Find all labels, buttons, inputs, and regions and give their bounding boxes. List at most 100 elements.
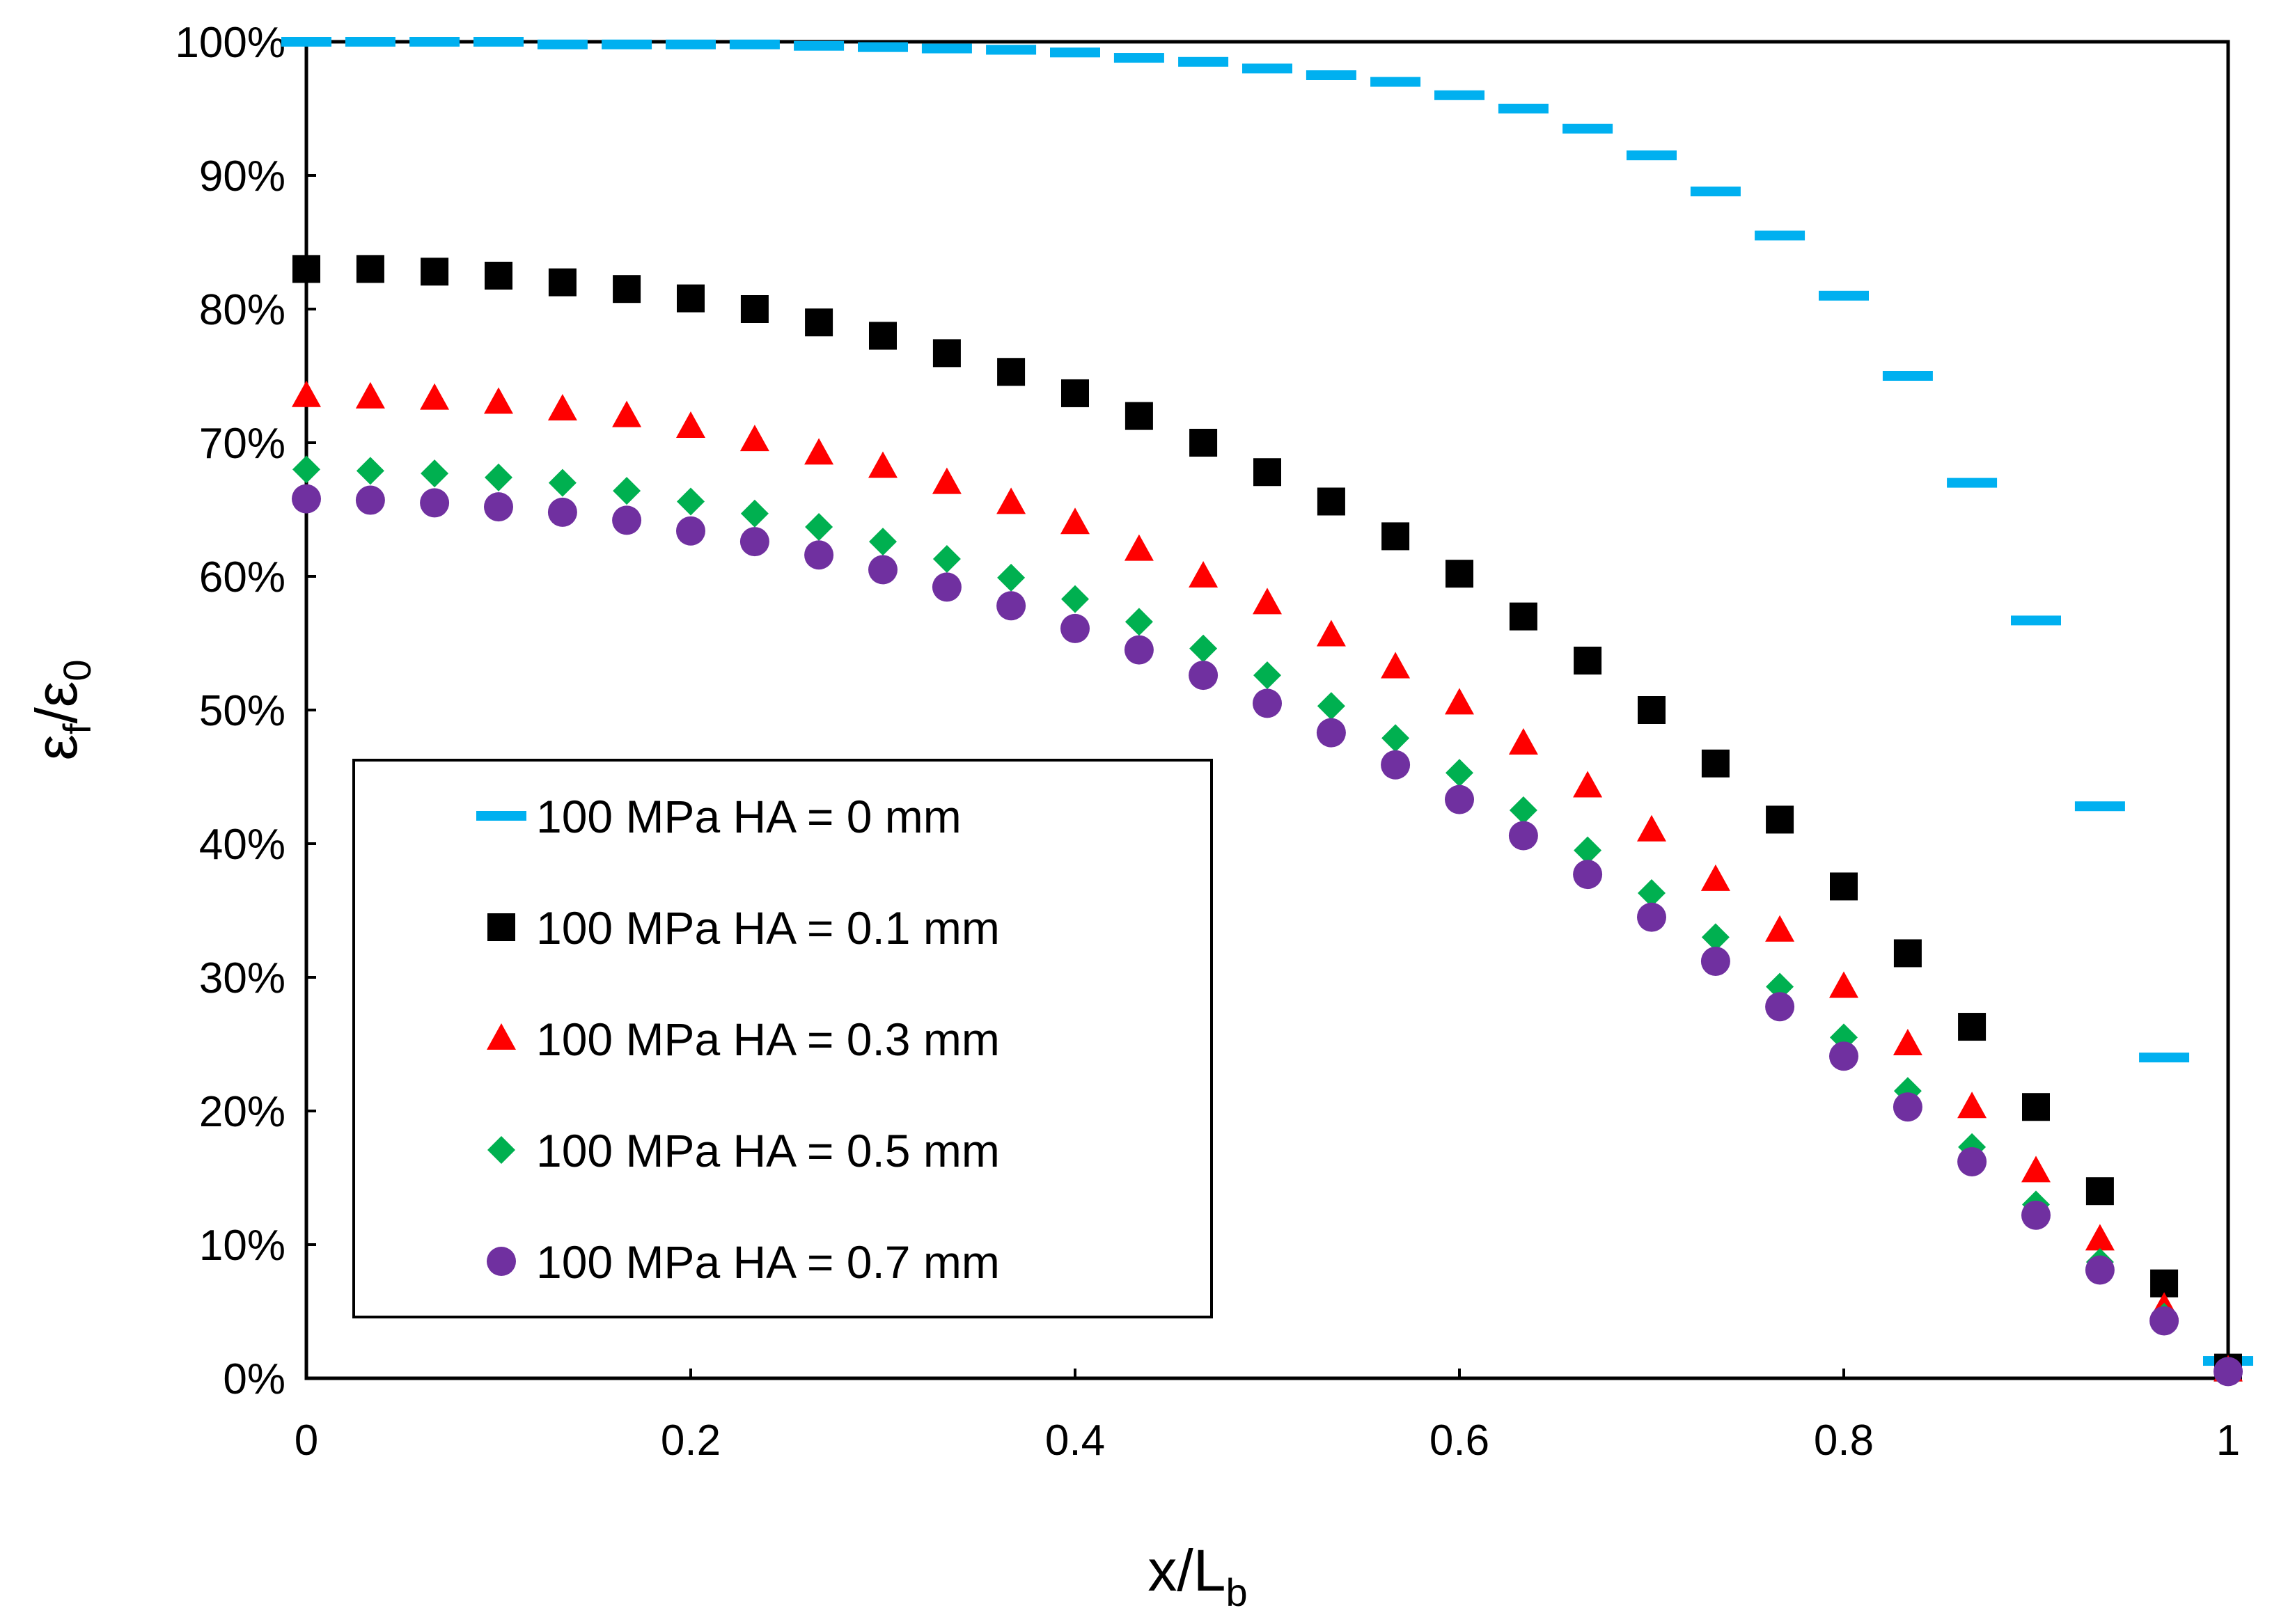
data-point: [1701, 749, 1730, 778]
data-point: [2011, 615, 2061, 626]
data-point: [1446, 560, 1473, 588]
data-point: [1253, 588, 1282, 615]
data-point: [1381, 652, 1411, 679]
data-point: [986, 45, 1037, 55]
data-point: [739, 425, 769, 452]
data-point: [805, 512, 833, 541]
y-tick-label: 40%: [199, 821, 285, 869]
data-point: [1316, 620, 1346, 647]
data-point: [1893, 1092, 1922, 1122]
data-point: [2021, 1156, 2051, 1183]
data-point: [484, 492, 513, 522]
series-layer: [281, 37, 2253, 1387]
data-point: [409, 37, 460, 47]
x-tick-label: 0.6: [1429, 1417, 1489, 1465]
x-tick-label: 0.4: [1045, 1417, 1105, 1465]
data-point: [2085, 1224, 2115, 1251]
data-point: [1316, 718, 1346, 748]
x-tick-label: 0.8: [1814, 1417, 1874, 1465]
data-point: [613, 275, 641, 303]
data-point: [921, 43, 972, 54]
data-point: [281, 37, 331, 47]
data-point: [1700, 946, 1730, 976]
data-point: [1766, 972, 1794, 1001]
legend-label: 100 MPa HA = 0.3 mm: [536, 1014, 1000, 1065]
data-point: [612, 400, 642, 427]
data-point: [794, 40, 845, 51]
x-axis-title: x/Lb: [1147, 1538, 1247, 1614]
data-point: [1061, 585, 1089, 613]
data-point: [548, 268, 577, 297]
data-point: [805, 308, 833, 337]
data-point: [1755, 230, 1805, 241]
data-point: [932, 467, 962, 494]
data-point: [1573, 771, 1603, 798]
data-point: [1637, 902, 1666, 932]
data-point: [1306, 70, 1356, 80]
data-point: [1573, 860, 1603, 890]
data-point: [1370, 77, 1421, 87]
data-point: [740, 295, 769, 323]
data-point: [547, 394, 577, 420]
data-point: [729, 39, 780, 49]
data-point: [1445, 688, 1474, 715]
data-point: [1765, 915, 1795, 942]
data-point: [292, 455, 320, 484]
data-point: [2085, 1177, 2114, 1206]
legend-entry: 100 MPa HA = 0.7 mm: [487, 1236, 1000, 1288]
legend-label: 100 MPa HA = 0.7 mm: [536, 1236, 1000, 1288]
data-point: [858, 42, 908, 52]
y-tick-label: 70%: [199, 420, 285, 468]
data-point: [1829, 971, 1858, 998]
data-point: [1124, 534, 1154, 561]
y-tick-label: 10%: [199, 1222, 285, 1270]
data-point: [1574, 836, 1602, 865]
legend-marker-triangle: [487, 1023, 516, 1050]
data-point: [1957, 1146, 1987, 1176]
data-point: [2021, 1200, 2051, 1230]
data-point: [869, 528, 897, 556]
legend: 100 MPa HA = 0 mm 100 MPa HA = 0.1 mm 100 …: [352, 759, 1213, 1318]
data-point: [2074, 801, 2125, 812]
data-point: [1189, 634, 1218, 663]
y-axis-ticks: 0% 10% 20% 30% 40% 50% 60% 70% 80% 90% 100%: [175, 19, 316, 1403]
data-point: [676, 516, 705, 546]
data-point: [1957, 1091, 1987, 1119]
data-point: [1947, 478, 1998, 488]
x-tick-label: 0.2: [661, 1417, 721, 1465]
legend-marker-square: [487, 913, 515, 941]
data-point: [1498, 104, 1549, 113]
data-point: [1638, 696, 1666, 724]
data-point: [1819, 290, 1869, 301]
series-triangle: [292, 380, 2243, 1382]
y-axis-title: εf/ε0: [24, 660, 99, 761]
data-point: [473, 37, 524, 47]
data-point: [1242, 63, 1292, 74]
data-point: [484, 387, 513, 414]
data-point: [1509, 602, 1537, 631]
data-point: [2022, 1093, 2050, 1121]
legend-marker-diamond: [487, 1136, 515, 1164]
y-tick-label: 80%: [199, 286, 285, 334]
data-point: [1253, 688, 1282, 718]
data-point: [1060, 507, 1090, 535]
y-tick-label: 50%: [199, 687, 285, 735]
y-tick-label: 100%: [175, 19, 285, 67]
series-circle: [292, 484, 2243, 1387]
series-square: [292, 255, 2242, 1382]
data-point: [997, 563, 1026, 592]
legend-entry: 100 MPa HA = 0.5 mm: [487, 1125, 1000, 1176]
data-point: [1638, 879, 1666, 908]
data-point: [2139, 1053, 2190, 1063]
data-point: [345, 37, 395, 47]
data-point: [1381, 724, 1410, 752]
y-tick-label: 90%: [199, 152, 285, 200]
data-point: [1958, 1013, 1987, 1041]
data-point: [1893, 1029, 1922, 1055]
data-point: [804, 438, 834, 465]
data-point: [292, 380, 321, 407]
data-point: [996, 487, 1026, 514]
data-point: [1508, 728, 1538, 755]
legend-marker-circle: [487, 1247, 516, 1276]
data-point: [932, 339, 961, 368]
